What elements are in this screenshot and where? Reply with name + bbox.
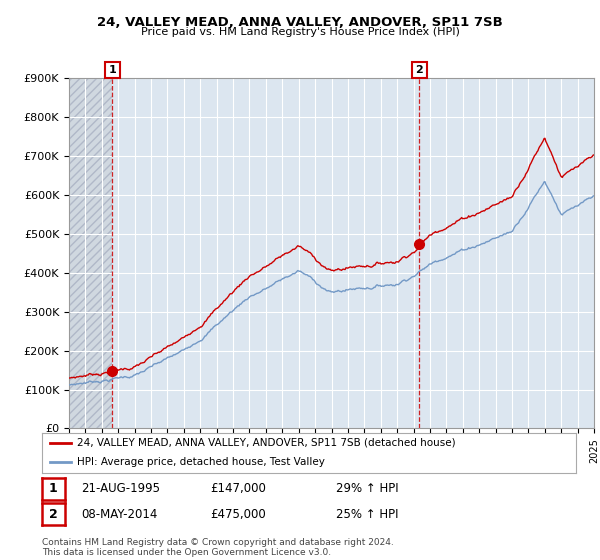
Text: Contains HM Land Registry data © Crown copyright and database right 2024.
This d: Contains HM Land Registry data © Crown c… (42, 538, 394, 557)
Text: 29% ↑ HPI: 29% ↑ HPI (336, 482, 398, 496)
Text: HPI: Average price, detached house, Test Valley: HPI: Average price, detached house, Test… (77, 457, 325, 467)
Text: 21-AUG-1995: 21-AUG-1995 (81, 482, 160, 496)
Text: £475,000: £475,000 (210, 507, 266, 521)
Text: 24, VALLEY MEAD, ANNA VALLEY, ANDOVER, SP11 7SB: 24, VALLEY MEAD, ANNA VALLEY, ANDOVER, S… (97, 16, 503, 29)
Text: 25% ↑ HPI: 25% ↑ HPI (336, 507, 398, 521)
Text: 1: 1 (109, 65, 116, 75)
Text: Price paid vs. HM Land Registry's House Price Index (HPI): Price paid vs. HM Land Registry's House … (140, 27, 460, 37)
Text: 1: 1 (49, 482, 58, 496)
Text: 2: 2 (416, 65, 424, 75)
Text: 24, VALLEY MEAD, ANNA VALLEY, ANDOVER, SP11 7SB (detached house): 24, VALLEY MEAD, ANNA VALLEY, ANDOVER, S… (77, 438, 455, 448)
Text: £147,000: £147,000 (210, 482, 266, 496)
Text: 08-MAY-2014: 08-MAY-2014 (81, 507, 157, 521)
Text: 2: 2 (49, 507, 58, 521)
